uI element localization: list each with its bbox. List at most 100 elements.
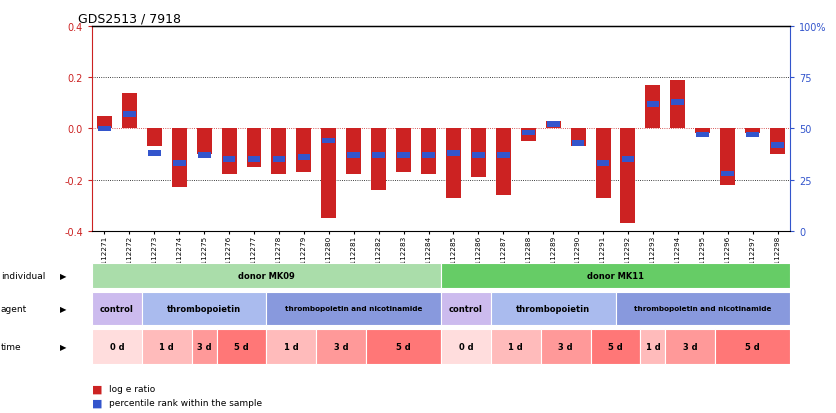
Bar: [142, 330, 191, 364]
Text: 0 d: 0 d: [459, 342, 473, 351]
Bar: [645, 85, 660, 129]
Bar: [297, 129, 311, 173]
Bar: [222, 129, 237, 175]
Bar: [720, 129, 735, 185]
Text: 3 d: 3 d: [196, 342, 212, 351]
Bar: [321, 129, 336, 218]
Text: log e ratio: log e ratio: [109, 384, 155, 393]
Bar: [491, 292, 615, 325]
Bar: [496, 129, 511, 195]
Bar: [92, 292, 142, 325]
Bar: [421, 129, 436, 175]
Text: ■: ■: [92, 383, 103, 393]
Bar: [721, 171, 734, 177]
Text: 0 d: 0 d: [110, 342, 125, 351]
Bar: [92, 263, 441, 288]
Bar: [348, 153, 360, 159]
Bar: [770, 129, 785, 154]
Bar: [346, 129, 361, 175]
Bar: [640, 330, 665, 364]
Text: ▶: ▶: [60, 342, 67, 351]
Bar: [422, 153, 435, 159]
Bar: [547, 122, 559, 128]
Bar: [222, 157, 236, 163]
Bar: [571, 129, 585, 147]
Bar: [491, 330, 541, 364]
Bar: [267, 292, 441, 325]
Text: control: control: [100, 304, 134, 313]
Bar: [441, 330, 491, 364]
Bar: [665, 330, 716, 364]
Bar: [372, 153, 385, 159]
Text: donor MK09: donor MK09: [238, 271, 295, 280]
Bar: [696, 133, 709, 138]
Text: 3 d: 3 d: [558, 342, 573, 351]
Text: 1 d: 1 d: [508, 342, 523, 351]
Text: 5 d: 5 d: [396, 342, 411, 351]
Bar: [142, 292, 267, 325]
Bar: [217, 330, 267, 364]
Bar: [298, 155, 310, 161]
Text: individual: individual: [1, 271, 45, 280]
Bar: [441, 292, 491, 325]
Text: 5 d: 5 d: [745, 342, 760, 351]
Text: GDS2513 / 7918: GDS2513 / 7918: [78, 13, 181, 26]
Bar: [316, 330, 366, 364]
Bar: [98, 126, 111, 132]
Bar: [747, 133, 759, 138]
Bar: [397, 153, 410, 159]
Bar: [273, 157, 285, 163]
Bar: [272, 129, 287, 175]
Bar: [446, 129, 461, 198]
Bar: [745, 129, 760, 134]
Bar: [148, 151, 161, 157]
Bar: [371, 129, 386, 190]
Bar: [671, 100, 684, 105]
Text: 3 d: 3 d: [334, 342, 349, 351]
Text: time: time: [1, 342, 22, 351]
Bar: [590, 330, 640, 364]
Bar: [323, 138, 335, 144]
Text: 1 d: 1 d: [284, 342, 298, 351]
Text: 3 d: 3 d: [683, 342, 697, 351]
Bar: [646, 102, 660, 107]
Bar: [716, 330, 790, 364]
Bar: [597, 161, 609, 166]
Text: 1 d: 1 d: [645, 342, 660, 351]
Bar: [123, 112, 135, 118]
Text: ▶: ▶: [60, 271, 67, 280]
Bar: [620, 129, 635, 223]
Bar: [122, 93, 137, 129]
Bar: [198, 153, 211, 159]
Text: donor MK11: donor MK11: [587, 271, 644, 280]
Bar: [546, 121, 561, 129]
Bar: [173, 161, 186, 166]
Bar: [572, 140, 584, 146]
Bar: [521, 129, 536, 142]
Bar: [196, 129, 212, 154]
Bar: [447, 151, 460, 157]
Text: thrombopoietin: thrombopoietin: [167, 304, 242, 313]
Text: thrombopoietin and nicotinamide: thrombopoietin and nicotinamide: [634, 306, 772, 312]
Bar: [92, 330, 142, 364]
Text: ■: ■: [92, 398, 103, 408]
Text: agent: agent: [1, 304, 27, 313]
Bar: [670, 81, 686, 129]
Bar: [267, 330, 316, 364]
Bar: [522, 131, 534, 136]
Bar: [191, 330, 217, 364]
Bar: [247, 157, 260, 163]
Bar: [472, 153, 485, 159]
Bar: [622, 157, 635, 163]
Text: thrombopoietin: thrombopoietin: [516, 304, 590, 313]
Text: control: control: [449, 304, 483, 313]
Text: 1 d: 1 d: [160, 342, 174, 351]
Text: ▶: ▶: [60, 304, 67, 313]
Bar: [696, 129, 711, 134]
Text: 5 d: 5 d: [234, 342, 249, 351]
Bar: [471, 129, 486, 178]
Text: percentile rank within the sample: percentile rank within the sample: [109, 398, 262, 407]
Bar: [97, 116, 112, 129]
Bar: [615, 292, 790, 325]
Bar: [171, 129, 186, 188]
